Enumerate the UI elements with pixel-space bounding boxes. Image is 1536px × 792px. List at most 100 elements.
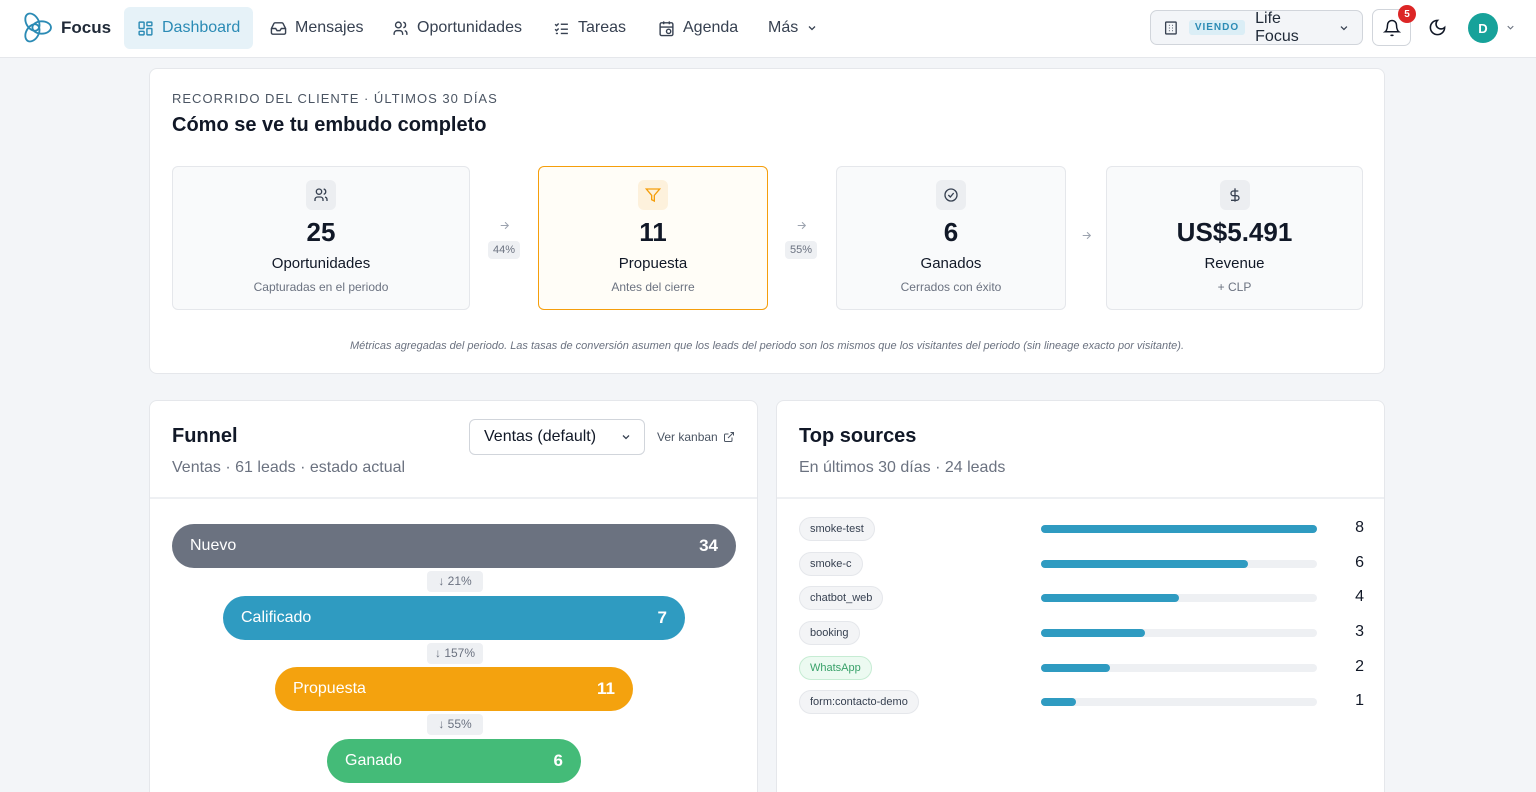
inbox-icon <box>270 21 287 35</box>
check-circle-icon <box>936 180 966 210</box>
chevron-down-icon <box>1340 25 1348 30</box>
sources-title: Top sources <box>799 425 917 447</box>
nav-oportunidades-label: Oportunidades <box>417 19 522 36</box>
journey-title: Cómo se ve tu embudo completo <box>172 114 487 136</box>
chevron-down-icon[interactable] <box>1505 22 1516 33</box>
stage-sub: Antes del cierre <box>611 280 695 294</box>
filter-icon <box>638 180 668 210</box>
source-bar-track <box>1041 525 1317 533</box>
journey-note: Métricas agregadas del periodo. Las tasa… <box>349 340 1185 352</box>
journey-eyebrow: RECORRIDO DEL CLIENTE · ÚLTIMOS 30 DÍAS <box>172 91 498 106</box>
source-row: WhatsApp 2 <box>799 656 1364 680</box>
ver-kanban-link[interactable]: Ver kanban <box>657 430 735 444</box>
funnel-stage-label: Nuevo <box>190 537 237 554</box>
ver-kanban-label: Ver kanban <box>657 430 718 444</box>
nav-mensajes-label: Mensajes <box>295 19 364 36</box>
funnel-stage-calificado[interactable]: Calificado 7 <box>223 596 685 640</box>
funnel-stage-propuesta[interactable]: Propuesta 11 <box>275 667 633 711</box>
source-tag: form:contacto-demo <box>799 690 919 714</box>
source-bar-fill <box>1041 560 1248 568</box>
nav-mensajes[interactable]: Mensajes <box>257 7 376 49</box>
top-sources-card: Top sources En últimos 30 días · 24 lead… <box>776 400 1385 792</box>
source-bar-fill <box>1041 525 1317 533</box>
card-divider <box>777 497 1384 499</box>
customer-journey-card: RECORRIDO DEL CLIENTE · ÚLTIMOS 30 DÍAS … <box>149 68 1385 374</box>
funnel-stage-value: 34 <box>699 536 718 555</box>
source-tag: booking <box>799 621 860 645</box>
dollar-icon <box>1219 180 1250 210</box>
users-icon <box>306 180 336 210</box>
funnel-stage-ganado[interactable]: Ganado 6 <box>327 739 581 783</box>
funnel-drop-rate: ↓ 157% <box>427 643 483 664</box>
conversion-rate: 55% <box>784 241 818 259</box>
nav-agenda[interactable]: Agenda <box>645 7 751 49</box>
source-row: booking 3 <box>799 621 1364 645</box>
focus-logo-icon <box>24 12 52 43</box>
nav-mas[interactable]: Más <box>755 7 831 49</box>
bell-icon <box>1382 19 1401 36</box>
arrow-right-icon <box>500 221 509 230</box>
funnel-card: Funnel Ventas · 61 leads · estado actual… <box>149 400 758 792</box>
nav-dashboard[interactable]: Dashboard <box>124 7 254 49</box>
arrow-right-icon <box>797 221 806 230</box>
funnel-stage-label: Calificado <box>241 609 312 626</box>
source-bar-track <box>1041 698 1317 706</box>
pipeline-select-value: Ventas (default) <box>484 428 597 445</box>
source-bar-track <box>1041 594 1317 602</box>
source-count: 1 <box>1355 692 1364 709</box>
stage-label: Revenue <box>1204 255 1265 272</box>
source-bar-track <box>1041 664 1317 672</box>
nav-tareas-label: Tareas <box>578 19 627 36</box>
source-tag: smoke-test <box>799 517 875 541</box>
notification-count: 5 <box>1398 5 1416 23</box>
funnel-drop-rate: ↓ 21% <box>427 571 483 592</box>
nav-oportunidades[interactable]: Oportunidades <box>379 7 535 49</box>
source-count: 4 <box>1355 588 1364 605</box>
conversion-rate: 44% <box>487 241 521 259</box>
workspace-name: Life Focus <box>1255 9 1299 45</box>
sources-subtitle: En últimos 30 días · 24 leads <box>799 459 1006 476</box>
source-bar-fill <box>1041 629 1145 637</box>
funnel-title: Funnel <box>172 425 238 447</box>
workspace-switcher[interactable]: VIENDO Life Focus <box>1150 10 1363 45</box>
conversion-3 <box>1066 229 1106 247</box>
funnel-stage-nuevo[interactable]: Nuevo 34 <box>172 524 736 568</box>
source-count: 8 <box>1355 519 1364 536</box>
source-bar-fill <box>1041 664 1110 672</box>
nav-dashboard-label: Dashboard <box>162 19 241 36</box>
source-count: 2 <box>1355 658 1364 675</box>
brand-name: Focus <box>61 17 112 37</box>
nav-tareas[interactable]: Tareas <box>540 7 639 49</box>
stage-label: Ganados <box>920 255 982 272</box>
chevron-down-icon <box>622 435 630 440</box>
stage-propuesta: 11 Propuesta Antes del cierre <box>538 166 768 310</box>
source-bar-fill <box>1041 594 1179 602</box>
nav-mas-label: Más <box>768 19 799 36</box>
source-tag: smoke-c <box>799 552 863 576</box>
funnel-drop-rate: ↓ 55% <box>427 714 483 735</box>
card-divider <box>150 497 757 499</box>
conversion-2: 55% <box>781 219 821 259</box>
source-bar-track <box>1041 629 1317 637</box>
source-bar-track <box>1041 560 1317 568</box>
funnel-stage-value: 7 <box>657 608 667 627</box>
users-icon <box>393 20 408 35</box>
stage-sub: Cerrados con éxito <box>900 280 1002 294</box>
viewing-badge: VIENDO <box>1188 20 1246 35</box>
checklist-icon <box>554 22 568 34</box>
stage-value: 25 <box>306 217 336 247</box>
stage-value: US$5.491 <box>1176 217 1293 247</box>
stage-value: 11 <box>639 217 667 247</box>
moon-icon[interactable] <box>1428 18 1447 37</box>
pipeline-select[interactable]: Ventas (default) <box>469 419 645 455</box>
funnel-stage-label: Ganado <box>345 752 402 769</box>
avatar[interactable]: D <box>1468 13 1498 43</box>
source-tag: chatbot_web <box>799 586 884 610</box>
brand-logo[interactable]: Focus <box>19 11 111 44</box>
notifications-button[interactable]: 5 <box>1372 5 1416 46</box>
funnel-subtitle: Ventas · 61 leads · estado actual <box>172 459 406 476</box>
top-navbar: Focus Dashboard Mensajes Oportunidades T… <box>0 0 1536 58</box>
conversion-1: 44% <box>484 219 524 259</box>
source-count: 3 <box>1355 623 1364 640</box>
external-link-icon <box>723 432 734 442</box>
